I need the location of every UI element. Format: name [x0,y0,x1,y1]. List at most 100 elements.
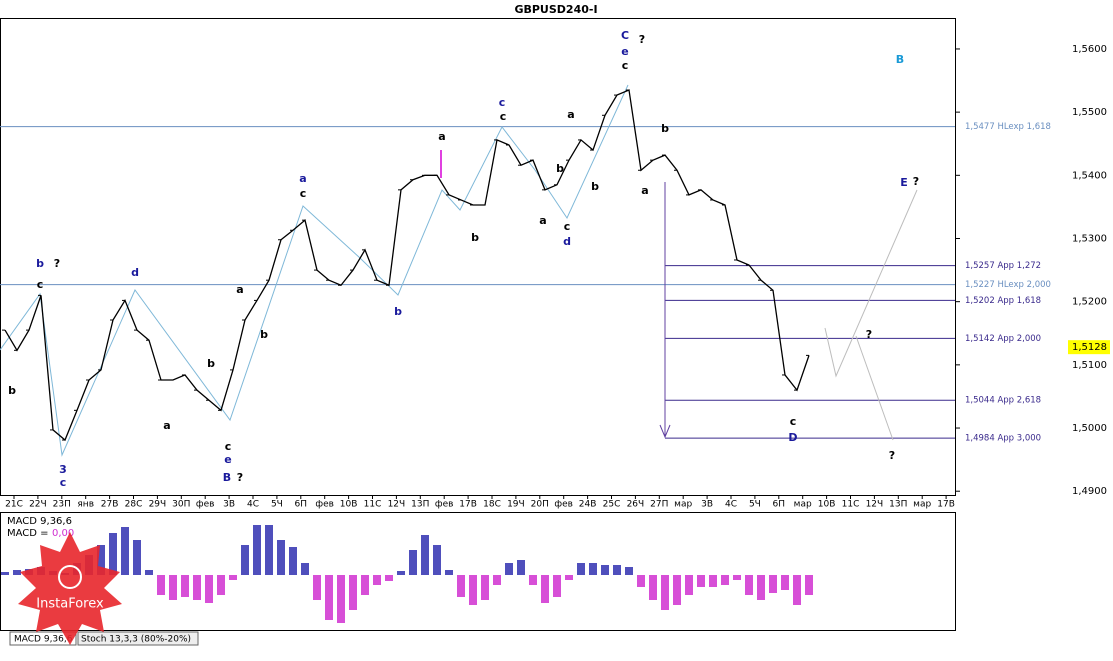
wave-label: b [260,328,268,341]
macd-bar [505,563,513,575]
x-tick-label: 28С [125,500,143,510]
macd-bar [289,547,297,575]
wave-label: b [661,122,669,135]
wave-label: c [499,96,506,109]
macd-bar [181,575,189,597]
level-label: 1,5202 App 1,618 [965,296,1041,306]
macd-bar [169,575,177,600]
macd-bar [325,575,333,620]
x-tick-label: фев [196,500,215,510]
macd-bar [733,575,741,580]
y-tick-label: 1,5500 [1072,107,1107,118]
macd-bar [313,575,321,600]
x-tick-label: 5Ч [749,500,761,510]
wave-label: c [300,187,307,200]
tab[interactable] [9,631,77,646]
macd-bar [493,575,501,585]
wave-label: e [224,453,231,466]
wave-label: a [438,130,445,143]
macd-bar [577,563,585,575]
logo: InstaForex [18,532,122,645]
level-label: 1,5044 App 2,618 [965,396,1041,406]
forecast-path [855,335,894,441]
x-tick-label: 11С [842,500,860,510]
wave-label: c [622,59,629,72]
x-tick-label: 25С [603,500,621,510]
wave-label: a [299,172,306,185]
x-tick-label: 6П [773,500,786,510]
price-line [4,89,810,442]
y-tick-label: 1,5400 [1072,170,1107,181]
x-tick-label: 10В [340,500,358,510]
wave-label: b [591,180,599,193]
macd-bar [253,525,261,575]
macd-title: MACD 9,36,6 [7,516,72,527]
level-label: 1,5257 App 1,272 [965,261,1041,271]
wave-label: d [131,266,139,279]
x-tick-label: фев [315,500,334,510]
current-price-box [1068,340,1110,355]
wave-label: ? [913,175,919,188]
macd-bar [709,575,717,587]
level-label: 1,4984 App 3,000 [965,434,1041,444]
x-tick-label: 17В [459,500,477,510]
x-tick-label: 21С [5,500,23,510]
wave-label: c [225,440,232,453]
wave-label: E [900,176,908,189]
x-tick-label: 24В [579,500,597,510]
macd-bar [301,563,309,575]
macd-bar [757,575,765,600]
wave-label: B [223,471,231,484]
wave-label: c [60,476,67,489]
level-label: 1,5142 App 2,000 [965,334,1041,344]
tab-label[interactable]: Stoch 13,3,3 (80%-20%) [81,635,191,645]
macd-bar [565,575,573,580]
price-frame [0,18,956,496]
wave-label: b [36,257,44,270]
macd-bar [673,575,681,605]
macd-bar [649,575,657,600]
x-tick-label: 17В [937,500,955,510]
x-tick-label: 22Ч [29,500,47,510]
y-tick-label: 1,5600 [1072,44,1107,55]
macd-bar [265,525,273,575]
macd-bar [793,575,801,605]
macd-bar [157,575,165,595]
wave-label: C [621,29,629,42]
x-tick-label: 3В [701,500,713,510]
x-tick-label: 26Ч [627,500,645,510]
macd-bar [1,572,9,575]
macd-bar [589,563,597,575]
macd-bar [205,575,213,603]
macd-bar [745,575,753,595]
macd-bar [337,575,345,623]
tab[interactable] [77,631,199,646]
macd-bar [241,545,249,575]
wave-label: b [471,231,479,244]
macd-bar [697,575,705,587]
x-tick-label: 12Ч [866,500,884,510]
wave-label: b [556,162,564,175]
current-price-label: 1,5128 [1072,342,1107,353]
macd-bar [361,575,369,595]
x-tick-label: 3В [223,500,235,510]
x-tick-label: 20П [531,500,549,510]
macd-bar [97,545,105,575]
macd-bar [517,560,525,575]
macd-bar [721,575,729,585]
macd-bar [637,575,645,587]
tab-label[interactable]: MACD 9,36,6 [14,635,73,645]
wave-label: ? [54,257,60,270]
macd-bar [601,565,609,575]
wave-label: ? [889,449,895,462]
macd-bar [421,535,429,575]
wave-label: D [788,431,797,444]
macd-bar [277,540,285,575]
x-tick-label: фев [435,500,454,510]
macd-bar [781,575,789,590]
macd-bar [349,575,357,610]
macd-bar [769,575,777,593]
wave-label: 3 [59,463,67,476]
wave-label: e [621,45,628,58]
level-label: 1,5227 HLexp 2,000 [965,280,1051,290]
